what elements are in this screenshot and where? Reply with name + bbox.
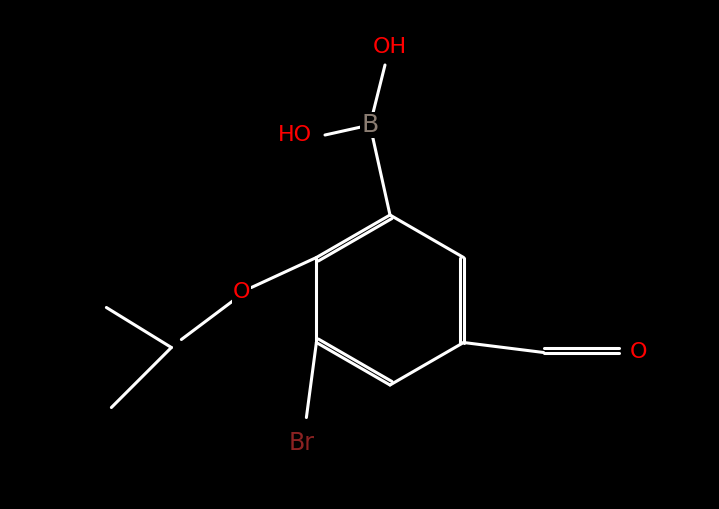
Text: O: O (630, 343, 647, 362)
Text: O: O (233, 282, 250, 302)
Text: HO: HO (278, 125, 312, 145)
Text: OH: OH (373, 37, 407, 57)
Text: Br: Br (288, 431, 314, 455)
Text: B: B (362, 113, 379, 137)
